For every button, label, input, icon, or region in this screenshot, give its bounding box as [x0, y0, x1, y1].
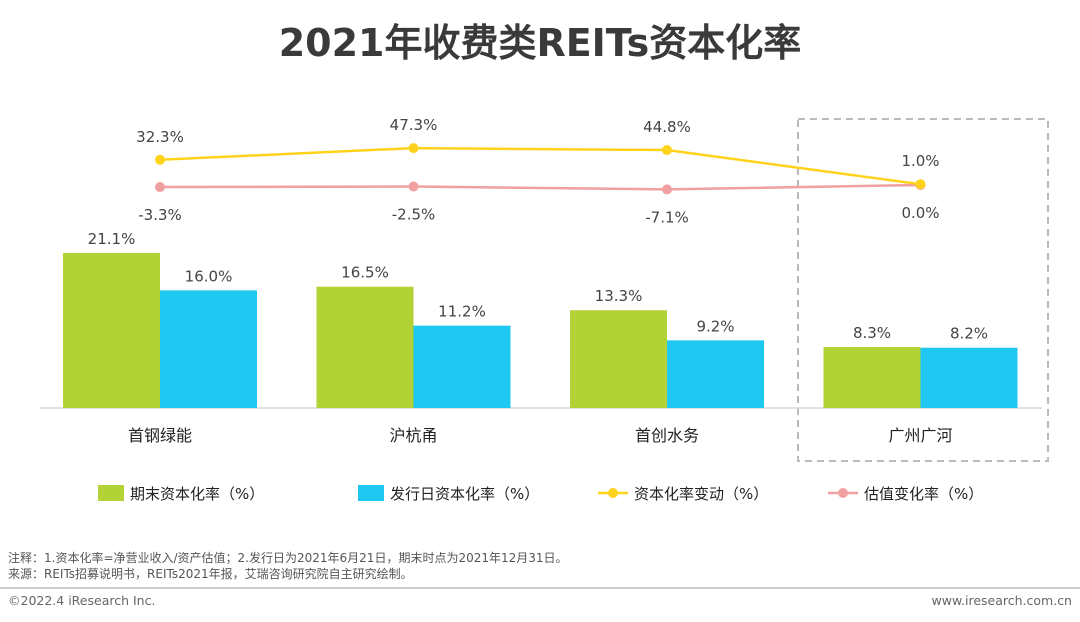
bar-end-rate-2	[570, 310, 667, 408]
line-layer	[155, 143, 926, 195]
line-value-label: -7.1%	[645, 208, 689, 226]
legend-label-valuation-change: 估值变化率（%）	[864, 485, 983, 503]
note-line-2: 来源：REITs招募说明书，REITs2021年报，艾瑞咨询研究院自主研究绘制。	[8, 566, 413, 581]
note-line-1: 注释：1.资本化率=净营业收入/资产估值；2.发行日为2021年6月21日，期末…	[8, 550, 568, 565]
bar-issue-rate-3	[920, 347, 1018, 408]
legend-swatch-end-rate	[98, 485, 124, 501]
legend-label-end-rate: 期末资本化率（%）	[130, 485, 264, 503]
legend: 期末资本化率（%） 发行日资本化率（%） 资本化率变动（%） 估值变化率（%）	[98, 485, 983, 503]
line-valuation-change	[159, 183, 921, 191]
legend-label-rate-change: 资本化率变动（%）	[634, 485, 768, 503]
highlight-box	[797, 118, 1049, 462]
bar-value-label: 8.2%	[950, 325, 988, 343]
line-value-label: 0.0%	[901, 204, 939, 222]
line-value-label: -2.5%	[392, 206, 436, 224]
bar-layer	[63, 252, 1018, 408]
point-valuation-change-2	[662, 184, 672, 195]
point-rate-change-3	[915, 179, 926, 190]
point-valuation-change-0	[155, 182, 165, 193]
legend-label-issue-rate: 发行日资本化率（%）	[390, 485, 539, 503]
line-value-label: 1.0%	[901, 152, 939, 170]
bar-end-rate-1	[316, 286, 414, 408]
line-value-label: 32.3%	[136, 128, 184, 146]
bar-end-rate-0	[63, 252, 160, 408]
category-label: 沪杭甬	[389, 426, 437, 445]
legend-marker-rate-change	[608, 488, 618, 498]
chart-title: 2021年收费类REITs资本化率	[279, 21, 802, 65]
bar-value-label: 21.1%	[88, 230, 136, 248]
line-value-label: 47.3%	[390, 116, 438, 134]
point-rate-change-0	[155, 154, 165, 165]
bar-issue-rate-2	[667, 340, 764, 408]
bar-value-label: 9.2%	[696, 317, 734, 335]
category-label: 广州广河	[888, 426, 952, 445]
line-value-label: 44.8%	[643, 118, 691, 136]
point-valuation-change-1	[408, 181, 419, 192]
bar-issue-rate-0	[160, 290, 257, 408]
bar-value-label: 11.2%	[438, 303, 486, 321]
category-label: 首创水务	[635, 426, 699, 445]
point-rate-change-1	[408, 143, 419, 154]
legend-swatch-issue-rate	[358, 485, 384, 501]
category-labels: 首钢绿能 沪杭甬 首创水务 广州广河	[128, 426, 953, 445]
footer-copyright: ©2022.4 iResearch Inc.	[8, 593, 155, 608]
line-value-label: -3.3%	[138, 206, 182, 224]
bar-value-label: 8.3%	[853, 324, 891, 342]
legend-marker-valuation-change	[838, 488, 848, 498]
category-label: 首钢绿能	[128, 426, 192, 445]
bar-value-label: 16.5%	[341, 264, 389, 282]
footer-website: www.iresearch.com.cn	[932, 593, 1073, 608]
line-rate-change	[159, 146, 921, 186]
bar-issue-rate-1	[413, 325, 511, 408]
bar-value-label: 13.3%	[595, 287, 643, 305]
label-layer: 21.1% 16.0% 16.5% 11.2% 13.3% 9.2% 8.3% 8.2% -3.…	[88, 116, 988, 343]
bar-end-rate-3	[823, 346, 921, 408]
bar-value-label: 16.0%	[185, 267, 233, 285]
point-rate-change-2	[662, 145, 672, 156]
